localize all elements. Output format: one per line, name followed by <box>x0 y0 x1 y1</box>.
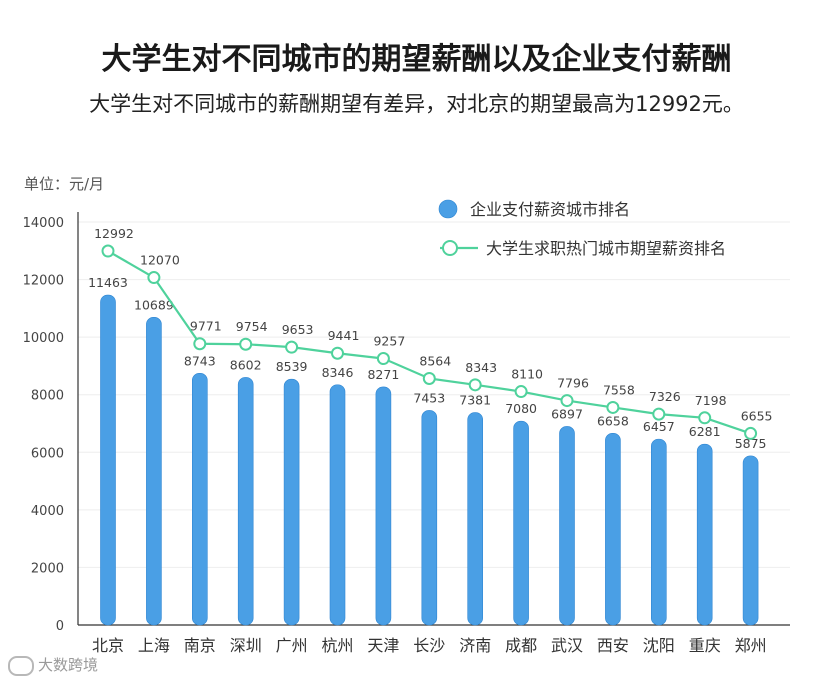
line-value-label: 7198 <box>695 393 727 408</box>
bar-value-label: 7381 <box>459 393 491 408</box>
x-tick-label: 杭州 <box>321 636 353 655</box>
chart-title: 大学生对不同城市的期望薪酬以及企业支付薪酬 <box>101 42 732 77</box>
line-point <box>606 400 620 414</box>
line-value-label: 9441 <box>328 328 360 343</box>
x-tick-label: 长沙 <box>413 636 445 655</box>
legend-bar-label: 企业支付薪资城市排名 <box>470 200 630 219</box>
line-point <box>285 340 299 354</box>
y-tick-label: 14000 <box>23 216 64 231</box>
x-tick-label: 北京 <box>92 636 124 655</box>
bar <box>559 426 575 626</box>
x-tick-label: 天津 <box>367 636 399 655</box>
bar-value-label: 8743 <box>184 353 216 368</box>
bar <box>329 384 346 626</box>
y-tick-label: 10000 <box>23 331 64 346</box>
line-point <box>331 346 344 360</box>
line-point <box>239 337 253 351</box>
watermark-logo-icon <box>8 655 34 676</box>
line-value-label: 9771 <box>190 319 222 334</box>
bar <box>513 420 529 626</box>
bar-value-label: 6897 <box>551 406 583 421</box>
bar-value-label: 11463 <box>88 275 128 290</box>
bar <box>650 438 667 626</box>
line-value-label: 7326 <box>649 389 681 404</box>
watermark: 大数跨境 <box>8 654 98 676</box>
bar <box>146 317 162 626</box>
legend-line-label: 大学生求职热门城市期望薪资排名 <box>486 239 726 258</box>
x-tick-label: 沈阳 <box>643 636 675 655</box>
bar-value-label: 5875 <box>735 436 767 451</box>
x-tick-label: 上海 <box>138 636 170 655</box>
x-tick-label: 成都 <box>505 636 537 655</box>
bar-value-label: 7080 <box>505 401 537 416</box>
x-tick-label: 郑州 <box>735 636 767 655</box>
line-point <box>101 244 115 258</box>
line-value-label: 8564 <box>419 353 451 368</box>
bar <box>375 386 392 626</box>
x-tick-label: 武汉 <box>551 636 583 655</box>
x-tick-label: 重庆 <box>689 636 721 655</box>
line-value-label: 6655 <box>741 408 773 423</box>
bar <box>605 433 621 626</box>
y-tick-label: 0 <box>56 619 64 634</box>
bar <box>696 443 713 626</box>
line-point <box>698 411 712 425</box>
bar <box>283 378 300 626</box>
line-value-label: 7796 <box>557 376 589 391</box>
y-tick-label: 6000 <box>31 446 64 461</box>
legend-bar-swatch <box>438 199 458 219</box>
line-point <box>193 337 207 351</box>
bar-value-label: 6281 <box>689 424 721 439</box>
bar-value-label: 6457 <box>643 419 675 434</box>
line-value-label: 9653 <box>282 322 314 337</box>
y-tick-label: 8000 <box>31 389 64 404</box>
line-point <box>468 378 482 392</box>
bar-value-label: 6658 <box>597 413 629 428</box>
bar-value-label: 8346 <box>322 365 354 380</box>
y-axis-unit-label: 单位：元/月 <box>24 175 105 193</box>
y-tick-label: 4000 <box>31 504 64 519</box>
x-tick-label: 南京 <box>184 636 216 655</box>
bar <box>421 410 438 626</box>
line-point <box>652 407 666 421</box>
x-tick-label: 深圳 <box>230 636 262 655</box>
y-tick-label: 2000 <box>31 561 64 576</box>
line-point <box>560 394 574 408</box>
line-value-label: 7558 <box>603 382 635 397</box>
x-tick-label: 西安 <box>597 636 629 655</box>
line-point <box>744 426 758 440</box>
x-tick-label: 济南 <box>459 636 491 655</box>
line-value-label: 12070 <box>140 253 180 268</box>
chart-subtitle: 大学生对不同城市的薪酬期望有差异，对北京的期望最高为12992元。 <box>89 92 744 116</box>
bar-value-label: 8271 <box>367 367 399 382</box>
y-tick-label: 12000 <box>23 274 64 289</box>
bar-value-label: 10689 <box>134 297 174 312</box>
bar <box>467 412 484 626</box>
line-value-label: 12992 <box>94 226 134 241</box>
line-value-label: 9754 <box>236 319 268 334</box>
line-value-label: 9257 <box>373 334 405 349</box>
bar <box>237 377 254 626</box>
watermark-text: 大数跨境 <box>38 656 99 674</box>
line-point <box>147 271 161 285</box>
bar-value-label: 7453 <box>413 390 445 405</box>
line-value-label: 8110 <box>511 367 543 382</box>
line-value-label: 8343 <box>465 360 497 375</box>
x-tick-label: 广州 <box>276 636 308 655</box>
line-point <box>514 385 528 399</box>
bar <box>100 294 116 626</box>
line-point <box>422 371 436 385</box>
line-point <box>376 352 390 366</box>
bar-value-label: 8539 <box>276 359 308 374</box>
bar <box>742 455 759 626</box>
bar-value-label: 8602 <box>230 357 262 372</box>
legend-line-marker <box>442 240 458 256</box>
bar <box>192 373 208 626</box>
